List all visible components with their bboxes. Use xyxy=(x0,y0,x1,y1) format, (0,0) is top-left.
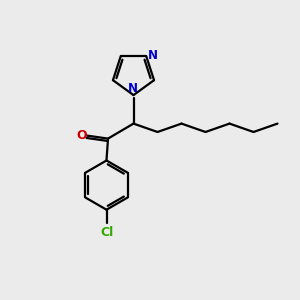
Text: Cl: Cl xyxy=(100,226,114,239)
Text: N: N xyxy=(148,49,158,62)
Text: O: O xyxy=(76,128,87,142)
Text: N: N xyxy=(128,82,138,94)
